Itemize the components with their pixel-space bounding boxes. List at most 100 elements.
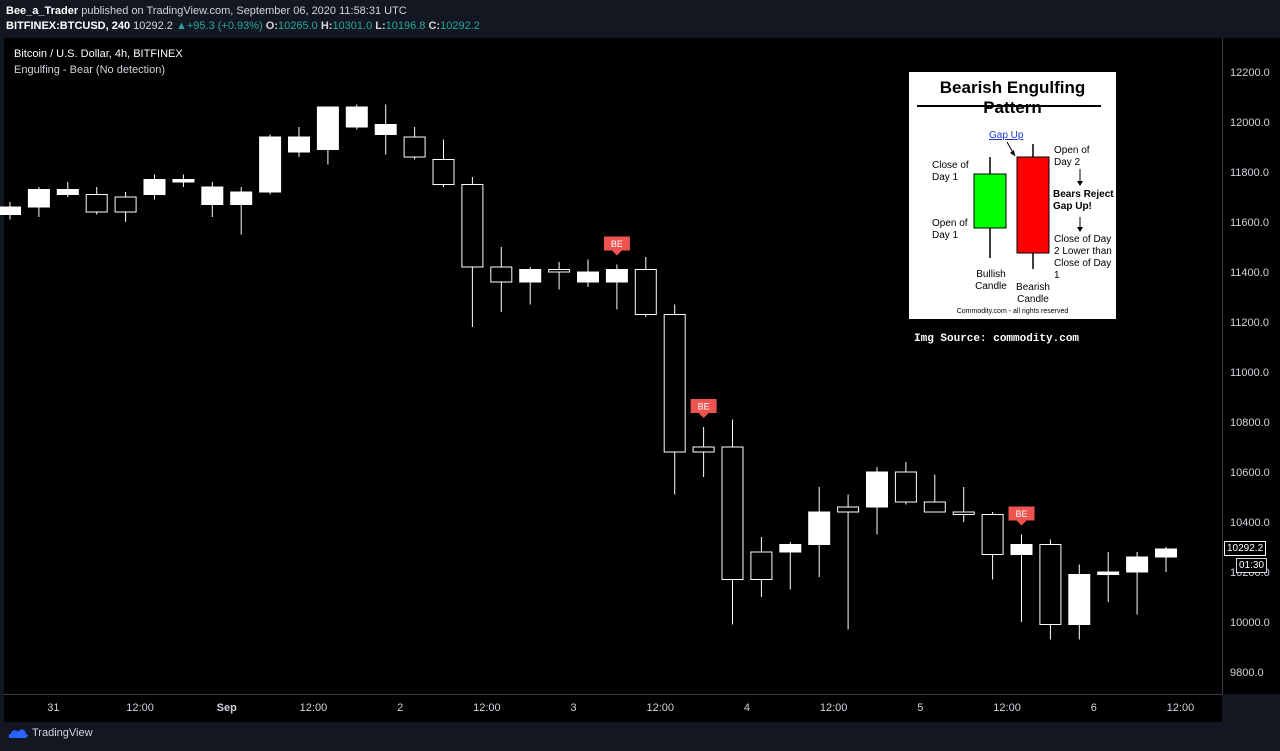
bearish-candle: [721, 446, 744, 580]
bullish-candle: [779, 544, 802, 553]
bullish-candle: [230, 191, 253, 205]
author-name[interactable]: Bee_a_Trader: [6, 5, 79, 17]
x-tick-label: 12:00: [300, 702, 328, 714]
price-axis[interactable]: [1222, 38, 1280, 694]
indicator-legend: Engulfing - Bear (No detection): [14, 64, 166, 76]
y-tick-label: 11400.0: [1230, 267, 1269, 279]
tradingview-logo[interactable]: TradingView: [8, 727, 93, 739]
x-tick-label: 6: [1091, 702, 1097, 714]
bearish-candle-label: Bearish Candle: [1016, 282, 1050, 305]
x-tick-label: 2: [397, 702, 403, 714]
y-tick-label: 10400.0: [1230, 517, 1270, 529]
open-day1-label: Open of Day 1: [932, 218, 968, 241]
close-day2-label: Close of Day 2 Lower than Close of Day 1: [1054, 234, 1112, 281]
inset-credit: Commodity.com - all rights reserved: [956, 308, 1069, 315]
tradingview-brand: TradingView: [32, 727, 93, 739]
x-tick-label: 31: [47, 702, 59, 714]
published-text: published on TradingView.com, September …: [81, 5, 407, 17]
down-arrowhead-2: [1077, 227, 1083, 232]
open-label: O:: [265, 20, 278, 32]
bullish-candle-label: Bullish Candle: [975, 269, 1007, 292]
bullish-candle: [808, 511, 831, 545]
bearish-candle: [432, 159, 455, 185]
gap-arrowhead: [1010, 150, 1015, 156]
bullish-candle: [288, 136, 310, 153]
bearish-candle: [403, 136, 426, 158]
low-label: L:: [375, 20, 386, 32]
open-value: 10265.0: [278, 20, 318, 32]
bearish-candle: [692, 446, 715, 453]
bullish-candle: [0, 206, 21, 215]
bullish-candle: [345, 106, 368, 128]
x-tick-label: 4: [744, 702, 750, 714]
bullish-candle: [1126, 556, 1149, 573]
y-tick-label: 10000.0: [1230, 617, 1270, 629]
bearish-candle: [952, 511, 975, 515]
down-arrowhead-1: [1077, 181, 1083, 186]
be-marker-label: BE: [698, 402, 710, 412]
bullish-candle: [866, 471, 888, 508]
x-tick-label: 12:00: [646, 702, 674, 714]
x-tick-label: Sep: [217, 702, 237, 714]
up-arrow-icon: ▲: [175, 20, 187, 32]
bullish-candle: [1097, 571, 1120, 575]
bullish-candle: [259, 136, 282, 193]
chart-header: Bee_a_Trader published on TradingView.co…: [0, 0, 1280, 38]
time-axis[interactable]: [4, 694, 1222, 723]
bullish-candle: [1155, 548, 1177, 558]
x-tick-label: 12:00: [126, 702, 154, 714]
bullish-candle: [1010, 544, 1033, 555]
chart-legend-title: Bitcoin / U.S. Dollar, 4h, BITFINEX: [14, 48, 183, 60]
x-tick-label: 12:00: [820, 702, 848, 714]
be-marker: [690, 399, 717, 418]
y-tick-label: 10800.0: [1230, 417, 1270, 429]
bearish-candle: [894, 471, 917, 503]
close-day1-label: Close of Day 1: [932, 160, 969, 183]
bullish-candle: [316, 106, 339, 150]
symbol-label: BITFINEX:BTCUSD, 240: [6, 20, 131, 32]
bullish-candle: [374, 124, 397, 135]
countdown-tag: 01:30: [1236, 558, 1268, 573]
last-price: 10292.2: [133, 20, 173, 32]
y-tick-label: 12200.0: [1230, 67, 1270, 79]
high-label: H:: [320, 20, 333, 32]
low-value: 10196.8: [385, 20, 426, 32]
be-marker: [603, 236, 630, 256]
bullish-candle: [1068, 574, 1091, 625]
y-tick-label: 11800.0: [1230, 167, 1269, 179]
bearish-candle: [548, 269, 571, 273]
close-label: C:: [428, 20, 441, 32]
y-tick-label: 11000.0: [1230, 367, 1269, 379]
gap-up-label: Gap Up: [989, 130, 1024, 141]
bearish-candle: [923, 501, 946, 513]
bearish-candle: [1039, 544, 1062, 625]
y-tick-label: 11600.0: [1230, 217, 1269, 229]
be-marker: [1008, 506, 1035, 526]
bearish-candle: [490, 266, 513, 283]
x-tick-label: 12:00: [993, 702, 1021, 714]
last-price-tag: 10292.2: [1224, 541, 1267, 556]
y-tick-label: 12000.0: [1230, 117, 1270, 129]
bullish-candle: [143, 179, 166, 195]
y-tick-label: 9800.0: [1230, 667, 1264, 679]
be-marker-label: BE: [1015, 509, 1027, 519]
tradingview-cloud-icon: [8, 729, 28, 738]
x-tick-label: 5: [917, 702, 923, 714]
bullish-candle: [605, 269, 628, 283]
bearish-candle: [981, 514, 1004, 555]
bearish-candle: [750, 551, 773, 580]
bearish-candle: [634, 269, 657, 315]
bullish-candle: [519, 269, 542, 283]
x-tick-label: 12:00: [473, 702, 501, 714]
bullish-candle-body: [973, 173, 1007, 229]
ohlc-line: BITFINEX:BTCUSD, 240 10292.2 ▲+95.3 (+0.…: [6, 20, 480, 32]
bearish-candle-body: [1016, 156, 1050, 254]
bullish-candle: [56, 189, 79, 195]
be-marker-label: BE: [611, 239, 623, 249]
inset-title: Bearish Engulfing Pattern: [939, 78, 1086, 117]
image-source-caption: Img Source: commodity.com: [914, 333, 1080, 345]
high-value: 10301.0: [332, 20, 373, 32]
bearish-candle: [837, 506, 860, 513]
x-tick-label: 3: [570, 702, 576, 714]
